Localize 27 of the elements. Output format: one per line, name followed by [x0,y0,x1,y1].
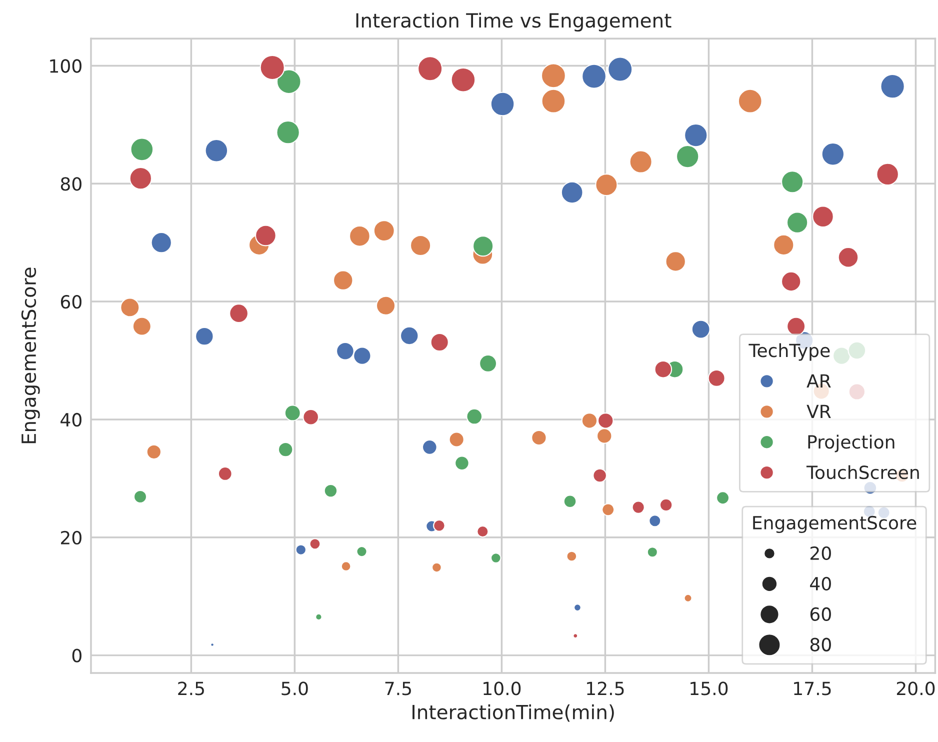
legend-label: 60 [810,607,831,621]
x-tick-label: 2.5 [178,682,204,696]
x-tick-label: 20.0 [896,682,935,696]
y-tick-label: 60 [60,295,82,309]
y-tick-label: 20 [61,530,82,544]
x-tick-label: 10.0 [484,682,521,696]
x-tick-label: 7.5 [385,682,411,696]
legend-label: AR [806,374,831,388]
y-tick-label: 40 [60,412,82,427]
x-tick-label: 15.0 [690,682,728,696]
legend-label: Projection [808,434,894,452]
legend-label: 80 [810,638,831,652]
x-tick-label: 17.5 [794,682,831,696]
y-tick-label: 80 [60,177,82,191]
y-axis-title: EngagementScore [753,516,916,534]
legend-label: TouchScreen [806,465,919,480]
x-axis-title: InteractionTime(min) [412,704,614,722]
legend-label: 40 [810,576,831,590]
legend-label: VR [806,404,831,418]
x-tick-label: 5.0 [282,682,308,696]
y-tick-label: 0 [72,648,82,662]
y-tick-label: 100 [50,59,82,73]
chart-title: Interaction Time vs Engagement [356,12,672,32]
legend-title: TechType [748,343,830,361]
text: EngagementScore [21,268,40,444]
legend-label: 20 [810,546,831,560]
x-tick-label: 12.5 [587,682,624,696]
